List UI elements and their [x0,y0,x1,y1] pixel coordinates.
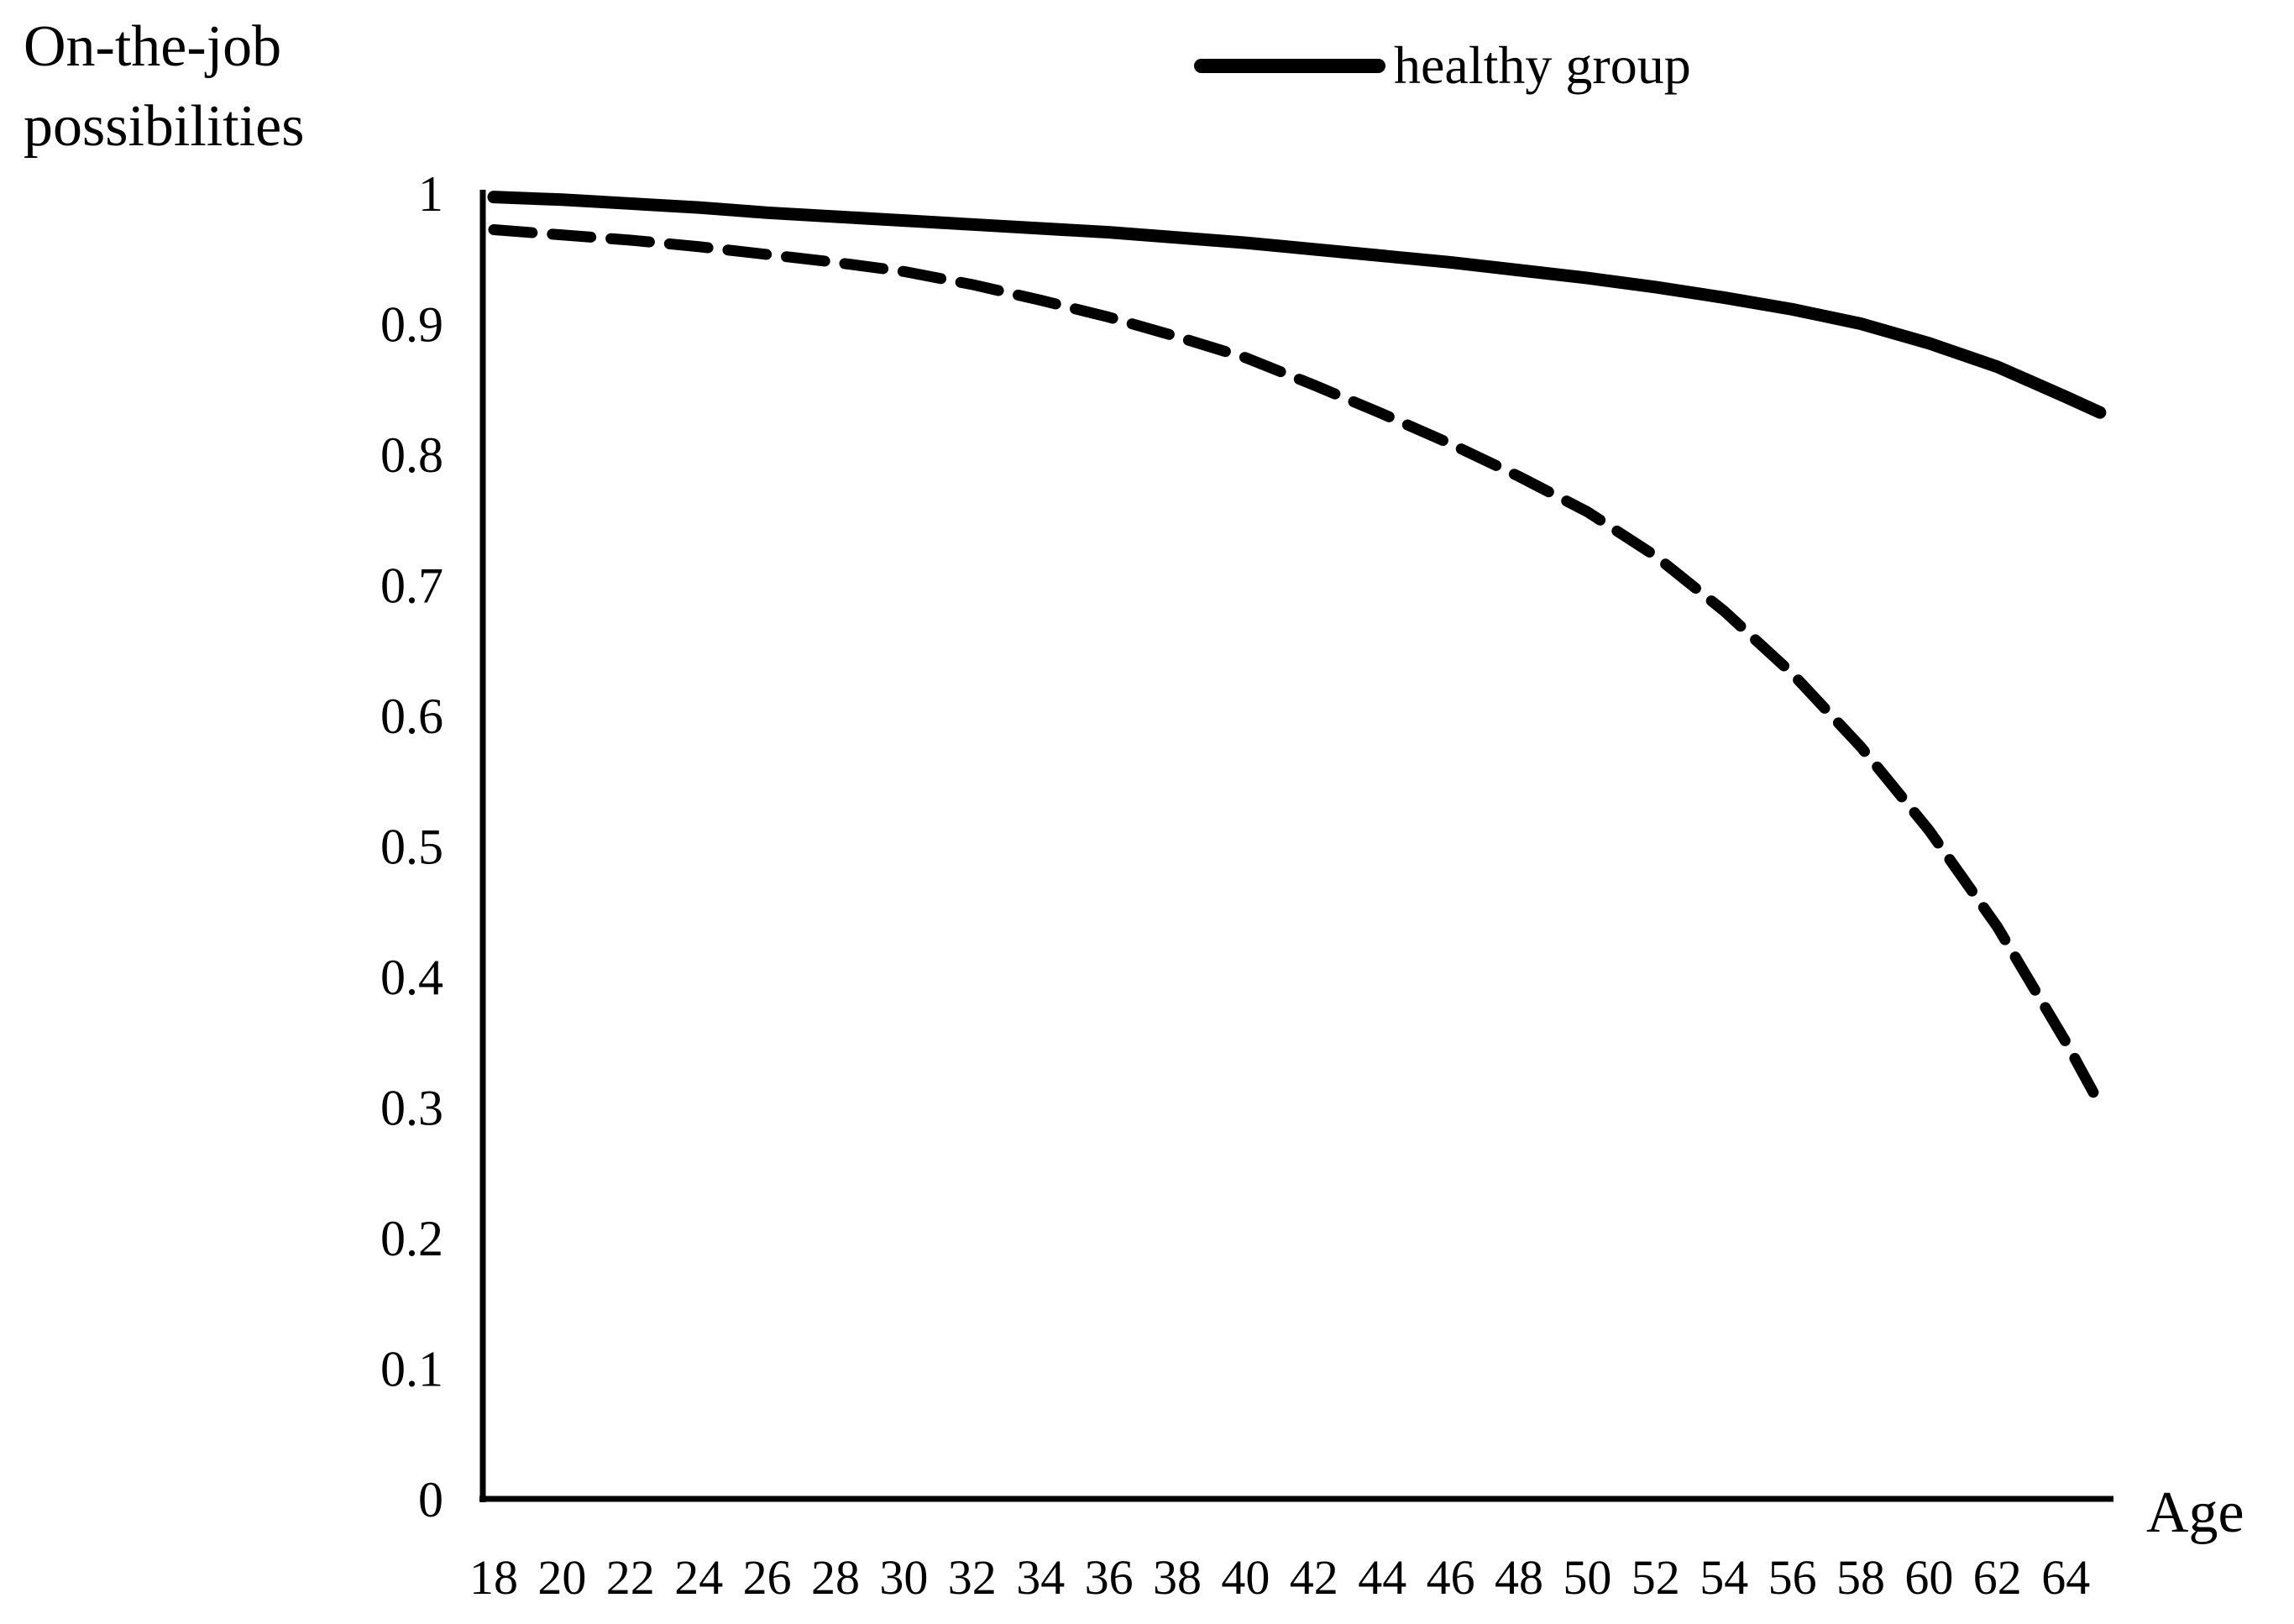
x-tick-label: 22 [606,1550,655,1605]
y-axis-title: On-the-job possibilities [24,14,305,159]
x-tick-label: 48 [1495,1550,1543,1605]
x-tick-label: 56 [1768,1550,1817,1605]
y-tick-label: 1 [418,166,443,222]
y-tick-label: 0.5 [380,820,443,875]
legend-solid-line-swatch [1194,58,1385,73]
x-axis-title: Age [2146,1480,2244,1545]
x-tick-label: 34 [1016,1550,1065,1605]
x-tick-label: 40 [1221,1550,1270,1605]
series-line-healthy-group [487,191,2107,419]
y-tick-label: 0 [418,1472,443,1527]
x-tick-label: 20 [537,1550,586,1605]
legend-label-healthy-group: healthy group [1394,35,1691,95]
y-tick-label: 0.8 [380,427,443,483]
x-tick-label: 26 [743,1550,792,1605]
x-tick-label: 46 [1427,1550,1475,1605]
y-tick-label: 0.1 [380,1342,443,1397]
x-tick-label: 32 [948,1550,997,1605]
x-tick-label: 24 [674,1550,723,1605]
x-tick-label: 18 [469,1550,518,1605]
x-tick-label: 58 [1836,1550,1885,1605]
legend: healthy group [1194,32,1691,99]
x-tick-label: 64 [2041,1550,2090,1605]
x-tick-label: 30 [879,1550,928,1605]
series-line-dashed [488,224,2106,1110]
y-tick-label: 0.3 [380,1081,443,1136]
x-tick-label: 36 [1085,1550,1134,1605]
y-tick-label: 0.7 [380,558,443,614]
y-tick-label: 0.4 [380,950,443,1005]
x-tick-label: 62 [1973,1550,2022,1605]
x-tick-label: 50 [1563,1550,1611,1605]
x-tick-label: 52 [1631,1550,1680,1605]
x-tick-label: 44 [1358,1550,1406,1605]
y-tick-label: 0.2 [380,1211,443,1266]
x-tick-label: 38 [1153,1550,1202,1605]
y-tick-label: 0.9 [380,297,443,353]
x-tick-label: 60 [1904,1550,1953,1605]
x-tick-label: 54 [1700,1550,1748,1605]
x-tick-label: 28 [811,1550,860,1605]
y-tick-label: 0.6 [380,689,443,744]
x-tick-label: 42 [1290,1550,1338,1605]
